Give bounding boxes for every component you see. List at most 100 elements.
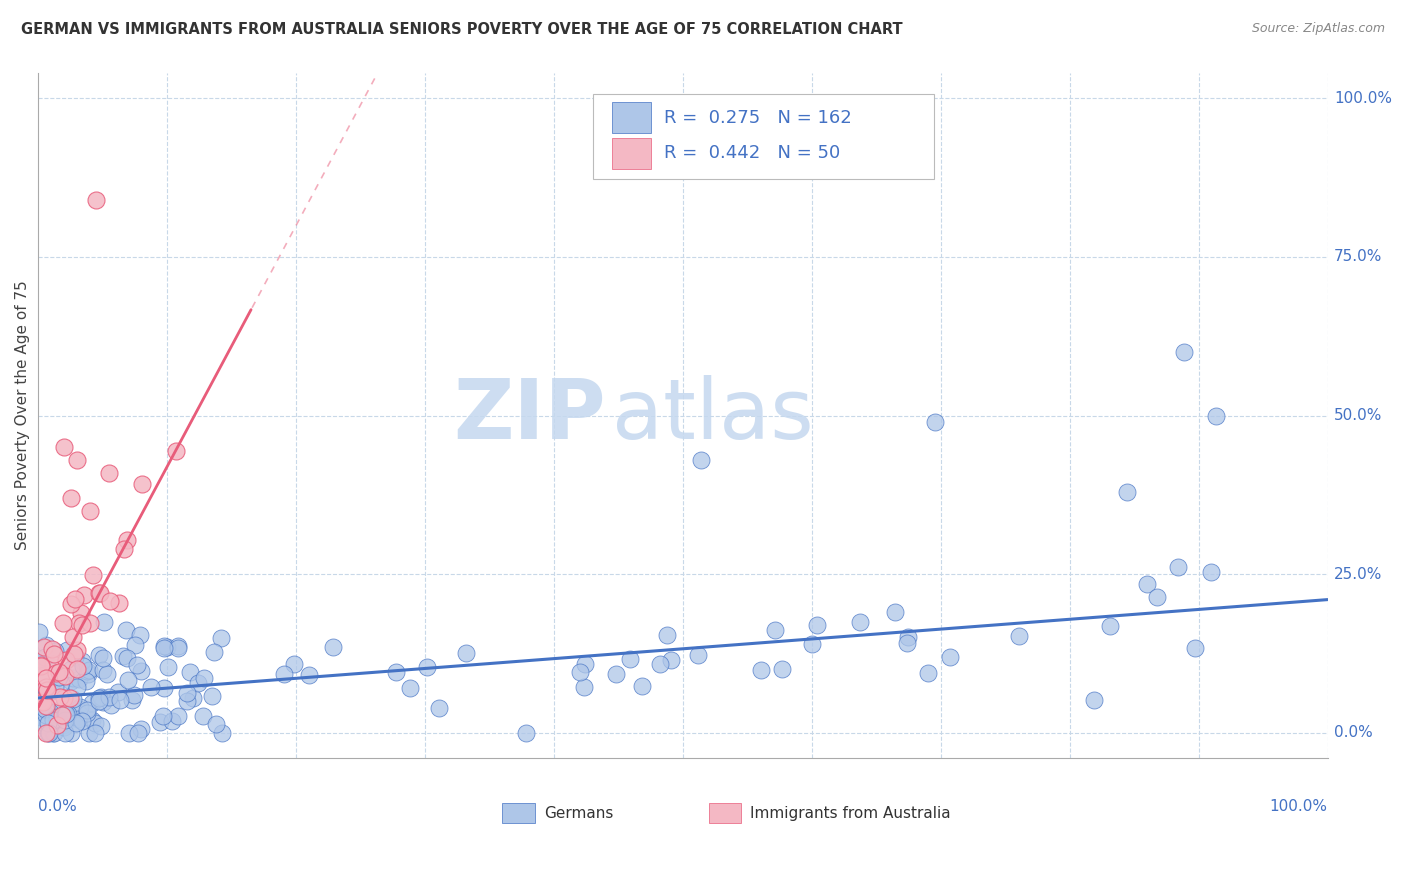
Point — [1199, 566, 1222, 580]
Point — [59, 662, 82, 676]
Point — [204, 645, 226, 659]
Point — [46, 713, 69, 727]
Point — [38, 726, 60, 740]
Point — [176, 694, 198, 708]
Point — [35, 683, 58, 698]
Bar — [502, 803, 534, 823]
Point — [127, 657, 149, 672]
Point — [44, 644, 66, 658]
Point — [67, 615, 90, 630]
Point — [93, 615, 115, 630]
Point — [416, 660, 439, 674]
Point — [53, 720, 76, 734]
Point — [121, 693, 143, 707]
Point — [76, 703, 98, 717]
Point — [55, 726, 77, 740]
Text: 100.0%: 100.0% — [1334, 91, 1392, 106]
Point — [118, 726, 141, 740]
Point — [77, 667, 100, 681]
Point — [1116, 484, 1139, 499]
Point — [160, 714, 183, 729]
Point — [153, 641, 176, 656]
Point — [35, 639, 58, 653]
Point — [1184, 641, 1206, 656]
Point — [515, 726, 537, 740]
Point — [96, 666, 118, 681]
Point — [149, 715, 172, 730]
Point — [1083, 693, 1105, 707]
Point — [45, 709, 67, 723]
Point — [35, 698, 58, 713]
Point — [166, 640, 188, 655]
Point — [322, 640, 344, 655]
Point — [193, 671, 215, 685]
Point — [41, 642, 63, 657]
Point — [129, 627, 152, 641]
Point — [1136, 576, 1159, 591]
Text: 100.0%: 100.0% — [1270, 799, 1327, 814]
Point — [42, 726, 65, 740]
Point — [568, 665, 591, 680]
Point — [69, 700, 91, 714]
Point — [55, 707, 77, 722]
Point — [32, 671, 55, 685]
Text: ZIP: ZIP — [453, 376, 606, 456]
Point — [84, 726, 107, 740]
Point — [28, 625, 51, 640]
Point — [56, 706, 79, 721]
Point — [131, 664, 153, 678]
Point — [187, 676, 209, 690]
Point — [938, 649, 960, 664]
Text: 0.0%: 0.0% — [38, 799, 77, 814]
Point — [59, 673, 82, 688]
Point — [650, 657, 672, 672]
Point — [153, 640, 176, 654]
Bar — [612, 137, 651, 169]
Bar — [612, 102, 651, 133]
Point — [655, 628, 678, 642]
Point — [76, 706, 98, 720]
Text: 75.0%: 75.0% — [1334, 250, 1382, 265]
Point — [167, 639, 190, 653]
Point — [35, 681, 58, 696]
Point — [98, 594, 121, 608]
Point — [619, 652, 641, 666]
Text: R =  0.442   N = 50: R = 0.442 N = 50 — [664, 145, 839, 162]
Point — [211, 726, 233, 740]
Point — [156, 640, 179, 654]
Point — [454, 646, 477, 660]
Text: Source: ZipAtlas.com: Source: ZipAtlas.com — [1251, 22, 1385, 36]
Point — [631, 679, 654, 693]
Point — [770, 662, 793, 676]
Point — [59, 691, 82, 706]
Point — [77, 726, 100, 740]
Point — [91, 663, 114, 677]
Point — [51, 715, 73, 730]
Point — [131, 477, 153, 491]
Point — [1167, 559, 1189, 574]
Point — [48, 665, 70, 679]
Point — [30, 652, 52, 666]
Point — [49, 675, 72, 690]
Point — [181, 690, 204, 705]
Point — [574, 657, 596, 672]
Point — [1098, 618, 1121, 632]
Point — [156, 659, 179, 673]
Point — [79, 504, 101, 518]
Point — [63, 649, 86, 664]
Point — [32, 640, 55, 654]
Point — [70, 714, 93, 729]
Text: 25.0%: 25.0% — [1334, 566, 1382, 582]
Point — [283, 657, 305, 672]
Point — [62, 647, 84, 661]
Point — [806, 618, 828, 632]
Point — [60, 726, 83, 740]
Point — [56, 643, 79, 657]
Point — [66, 680, 89, 694]
Text: 0.0%: 0.0% — [1334, 725, 1372, 740]
Point — [690, 453, 713, 467]
Point — [28, 704, 51, 718]
Point — [117, 673, 139, 687]
Point — [763, 623, 786, 637]
Point — [165, 444, 187, 458]
